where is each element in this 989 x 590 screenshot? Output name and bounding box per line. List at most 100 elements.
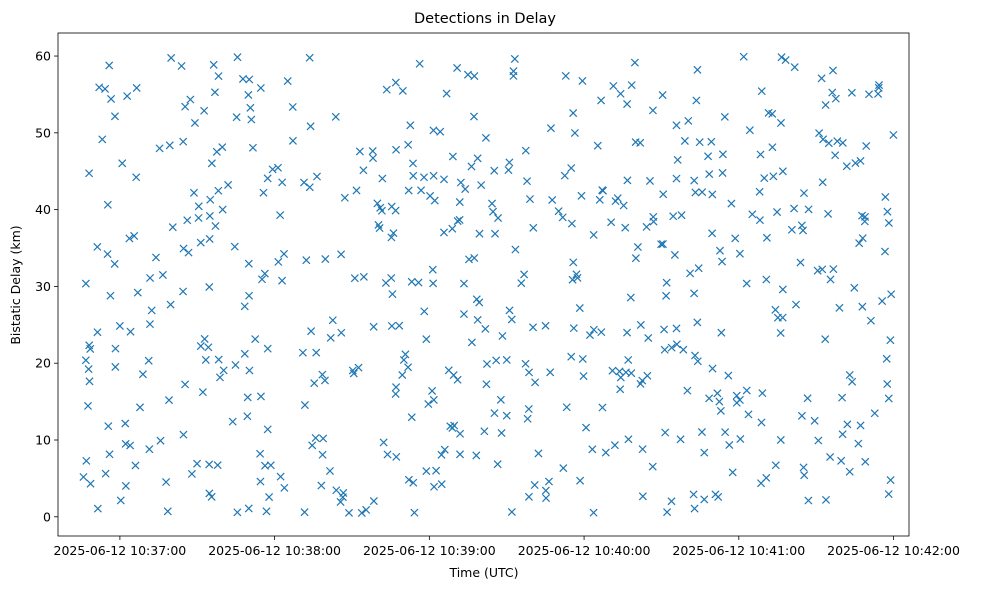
data-point xyxy=(404,186,413,195)
data-point xyxy=(86,344,95,353)
data-point xyxy=(312,348,321,357)
data-point xyxy=(407,413,416,422)
data-point xyxy=(224,180,233,189)
data-point xyxy=(819,135,828,144)
data-point xyxy=(855,239,864,248)
data-point xyxy=(373,199,382,208)
data-point xyxy=(787,225,796,234)
data-point xyxy=(851,159,860,168)
data-point xyxy=(672,340,681,349)
data-point xyxy=(818,265,827,274)
data-point xyxy=(299,178,309,187)
data-point xyxy=(453,375,462,384)
data-point xyxy=(636,320,645,329)
data-point xyxy=(121,481,130,490)
data-point xyxy=(505,306,514,315)
data-point xyxy=(317,481,326,490)
data-point xyxy=(243,393,252,402)
data-point xyxy=(626,293,635,302)
data-point xyxy=(669,212,678,221)
data-point xyxy=(429,126,438,135)
data-point xyxy=(692,96,701,105)
data-point xyxy=(184,248,193,257)
data-point xyxy=(326,333,335,342)
data-point xyxy=(357,508,366,517)
data-point xyxy=(862,142,871,151)
data-point xyxy=(273,163,282,172)
data-point xyxy=(228,417,237,426)
data-point xyxy=(247,115,256,124)
data-point xyxy=(310,379,319,388)
data-point xyxy=(724,371,733,380)
data-point xyxy=(189,188,199,197)
data-point xyxy=(575,304,584,313)
data-point xyxy=(570,128,579,137)
data-point xyxy=(300,508,309,517)
data-point xyxy=(206,195,215,204)
data-point xyxy=(467,162,476,171)
data-point xyxy=(123,92,132,101)
data-point xyxy=(244,504,253,513)
data-point xyxy=(276,472,285,481)
data-point xyxy=(193,459,202,468)
data-point xyxy=(105,450,114,459)
data-point xyxy=(497,428,506,438)
data-point xyxy=(280,483,289,492)
data-point xyxy=(757,418,766,427)
data-point xyxy=(126,441,135,450)
data-point xyxy=(744,410,753,419)
data-point xyxy=(831,94,840,103)
data-point xyxy=(530,480,539,490)
data-point xyxy=(572,270,581,279)
marker-layer xyxy=(79,52,898,517)
data-point xyxy=(151,253,160,262)
data-point xyxy=(263,344,272,353)
data-point xyxy=(205,282,214,292)
data-point xyxy=(874,89,883,98)
data-point xyxy=(845,370,854,380)
data-point xyxy=(884,218,893,228)
data-point xyxy=(251,335,260,344)
data-point xyxy=(567,164,576,173)
data-point xyxy=(93,328,102,337)
data-point xyxy=(610,441,619,450)
data-point xyxy=(659,190,668,199)
data-point xyxy=(115,321,124,330)
data-point xyxy=(609,81,618,91)
data-point xyxy=(778,285,787,294)
data-point xyxy=(700,448,709,457)
data-point xyxy=(648,462,657,471)
data-point xyxy=(842,162,851,171)
data-point xyxy=(110,112,119,121)
data-point xyxy=(773,313,782,322)
data-point xyxy=(481,324,490,333)
data-point xyxy=(482,359,492,369)
data-point xyxy=(98,135,107,144)
data-point xyxy=(561,71,570,80)
data-point xyxy=(776,118,786,127)
data-point xyxy=(463,70,472,79)
data-point xyxy=(689,490,698,499)
data-point xyxy=(209,60,218,69)
data-point xyxy=(663,508,672,517)
data-point xyxy=(83,401,93,410)
data-point xyxy=(546,124,555,133)
data-point xyxy=(781,56,790,65)
data-point xyxy=(621,223,630,232)
plot-frame xyxy=(57,32,910,537)
data-point xyxy=(667,343,676,352)
data-point xyxy=(481,133,490,142)
data-point xyxy=(658,91,667,100)
data-point xyxy=(691,188,700,197)
data-point xyxy=(181,380,190,389)
data-point xyxy=(642,222,651,231)
data-point xyxy=(736,434,745,444)
data-point xyxy=(585,331,594,340)
data-point xyxy=(850,283,859,292)
data-point xyxy=(359,272,368,281)
data-point xyxy=(569,258,578,267)
data-point xyxy=(350,274,359,283)
data-point xyxy=(725,440,734,450)
data-point xyxy=(194,213,203,223)
data-point xyxy=(426,191,435,200)
